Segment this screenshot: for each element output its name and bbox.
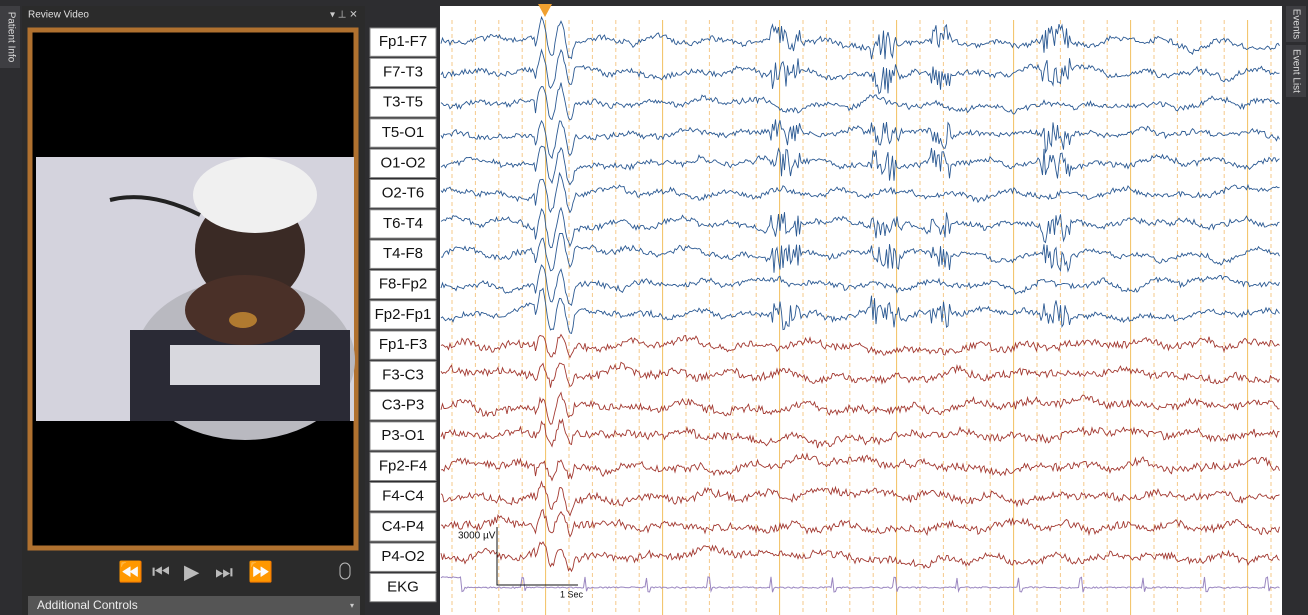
channel-label: T6-T4: [383, 215, 423, 232]
eeg-trace: [440, 264, 1280, 306]
event-marker[interactable]: [538, 4, 552, 17]
channel-label: O1-O2: [380, 154, 425, 171]
channel-label-box: [369, 57, 437, 88]
channel-label: P4-O2: [381, 548, 424, 565]
channel-label: C4-P4: [382, 518, 425, 535]
channel-label-box: [369, 300, 437, 330]
eeg-trace: [440, 508, 1280, 538]
eeg-trace: [440, 171, 1280, 214]
eeg-trace: [440, 233, 1280, 273]
channel-label: Fp2-Fp1: [375, 306, 432, 323]
channel-label-box: [369, 27, 437, 57]
eeg-trace: [440, 333, 1280, 359]
dropdown-arrow[interactable]: ▾: [350, 601, 354, 610]
step-back-button[interactable]: ⏮: [152, 561, 170, 583]
channel-label-box: [369, 179, 437, 209]
eeg-trace: [440, 418, 1280, 449]
channel-label-box: [369, 118, 437, 148]
eeg-trace: [440, 480, 1280, 517]
channel-label-box: [369, 421, 437, 451]
event-list-label[interactable]: Event List: [1290, 49, 1301, 93]
channel-label: T5-O1: [382, 124, 425, 141]
eeg-trace: [440, 206, 1280, 249]
right-sidebar: [1284, 6, 1308, 615]
channel-label-box: [369, 542, 437, 572]
events-label[interactable]: Events: [1290, 9, 1301, 40]
channel-label: Fp1-F7: [379, 33, 427, 50]
patient-info-label[interactable]: Patient Info: [5, 12, 16, 63]
eeg-trace: [440, 287, 1280, 334]
additional-controls-label[interactable]: Additional Controls: [37, 598, 138, 612]
channel-label-box: [369, 148, 437, 178]
channel-label: F7-T3: [383, 63, 423, 80]
video-image: [36, 157, 355, 440]
eeg-trace: [440, 576, 1280, 593]
time-scale: 1 Sec: [560, 589, 584, 599]
mouse-icon[interactable]: [339, 562, 351, 580]
eeg-area: [440, 6, 1282, 615]
rewind-button[interactable]: ⏪: [118, 559, 143, 583]
channel-label: Fp1-F3: [379, 336, 427, 353]
event-list-tab[interactable]: [1286, 45, 1306, 97]
eeg-trace: [440, 361, 1280, 388]
eeg-trace: [440, 119, 1280, 160]
channel-label: C3-P3: [382, 397, 425, 414]
eeg-trace: [440, 15, 1280, 60]
channel-label-box: [369, 88, 437, 118]
channel-label: F4-C4: [382, 488, 424, 505]
channel-label-box: [369, 451, 437, 482]
eeg-trace: [440, 452, 1280, 482]
step-forward-button[interactable]: ⏭: [215, 561, 233, 583]
playback-controls: ⏪ ⏮ ▶ ⏭ ⏩: [118, 559, 351, 583]
channel-label: P3-O1: [381, 427, 424, 444]
channel-label-box: [369, 330, 437, 360]
channel-label: O2-T6: [382, 185, 425, 202]
channel-label-box: [369, 572, 437, 603]
panel-controls[interactable]: ▾ ⊥ ✕: [330, 10, 358, 21]
events-tab[interactable]: [1286, 6, 1306, 42]
channel-label: F8-Fp2: [379, 276, 427, 293]
channel-label-box: [369, 360, 437, 391]
eeg-trace: [440, 391, 1280, 425]
channel-label: Fp2-F4: [379, 457, 427, 474]
eeg-trace: [440, 541, 1280, 573]
channel-label-box: [369, 512, 437, 542]
channel-label-box: [369, 209, 437, 239]
amplitude-scale: 3000 µV: [458, 531, 496, 542]
channel-label: F3-C3: [382, 366, 424, 383]
eeg-trace: [440, 145, 1280, 186]
channel-labels: Fp1-F7 F7-T3 T3-T5 T5-O1 O1-O2 O2-T6 T6-T4 T4-F…: [369, 27, 437, 603]
fast-forward-button[interactable]: ⏩: [248, 559, 273, 583]
eeg-trace: [440, 82, 1280, 121]
play-button[interactable]: ▶: [184, 561, 200, 583]
patient-info-tab[interactable]: [0, 6, 20, 68]
time-grid: [451, 20, 1272, 615]
channel-label-box: [369, 482, 437, 512]
channel-label-box: [369, 269, 437, 300]
eeg-trace: [440, 48, 1280, 95]
channel-label: T4-F8: [383, 245, 423, 262]
eeg-traces: [440, 15, 1280, 593]
channel-label: T3-T5: [383, 94, 423, 111]
channel-label: EKG: [387, 579, 419, 596]
additional-controls-bar[interactable]: [28, 596, 360, 615]
channel-label-box: [369, 239, 437, 269]
panel-title: Review Video: [28, 10, 89, 21]
channel-label-box: [369, 391, 437, 421]
scale-bar: 3000 µV 1 Sec: [458, 527, 584, 599]
